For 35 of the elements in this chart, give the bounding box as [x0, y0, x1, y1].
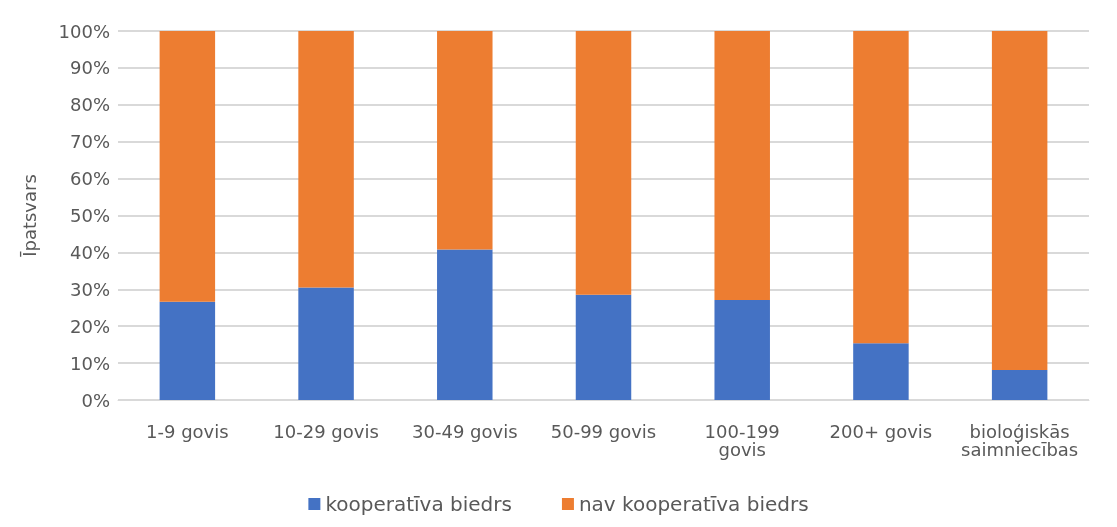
- y-tick-label: 90%: [69, 57, 110, 79]
- bar: [298, 287, 354, 400]
- bar: [437, 249, 493, 400]
- x-tick-label: 200+ govis: [829, 420, 933, 442]
- x-tick-label: 50-99 govis: [550, 420, 657, 442]
- x-tick-label: bioloģiskās saimniecības: [961, 420, 1079, 460]
- bar: [714, 300, 770, 400]
- bar: [853, 31, 909, 344]
- y-tick-label: 60%: [69, 168, 110, 190]
- y-tick-label: 10%: [69, 352, 110, 374]
- bar: [714, 31, 770, 300]
- x-tick-label: 10-29 govis: [273, 420, 379, 442]
- x-tick-label: 30-49 govis: [412, 420, 518, 442]
- bar: [575, 31, 632, 295]
- y-axis-title: Īpatsvars: [18, 174, 40, 257]
- y-tick-label: 40%: [69, 241, 110, 263]
- bar: [298, 31, 354, 288]
- y-tick-label: 20%: [69, 315, 110, 337]
- bar: [853, 343, 909, 400]
- y-tick-label: 80%: [69, 94, 110, 116]
- y-tick-label: 30%: [69, 278, 110, 300]
- bar: [991, 370, 1048, 400]
- bar: [159, 301, 216, 400]
- legend-label: kooperatīva biedrs: [325, 492, 512, 516]
- bar: [575, 294, 632, 400]
- y-tick-label: 70%: [69, 131, 110, 153]
- x-tick-label: 1-9 govis: [146, 420, 229, 442]
- y-tick-label: 50%: [69, 205, 110, 226]
- bar: [159, 31, 216, 302]
- y-tick-label: 0%: [81, 389, 110, 411]
- bar: [991, 31, 1048, 371]
- y-tick-label: 100%: [58, 20, 110, 42]
- legend-label: nav kooperatīva biedrs: [578, 492, 809, 516]
- bar: [437, 31, 493, 250]
- x-tick-label: 100-199 govis: [704, 420, 780, 460]
